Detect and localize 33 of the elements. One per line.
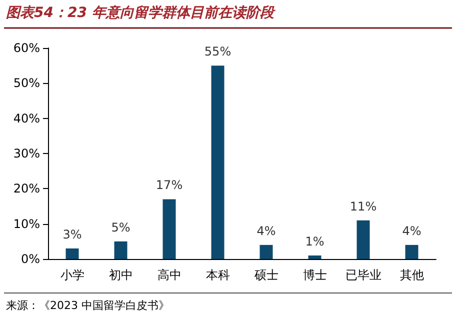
data-label: 55% (204, 44, 232, 59)
x-tick-label: 博士 (302, 268, 327, 282)
source-note: 来源：《2023 中国留学白皮书》 (6, 299, 170, 312)
x-tick-label: 小学 (60, 268, 84, 282)
bar (66, 248, 79, 259)
data-label: 4% (256, 224, 276, 238)
y-tick-label: 60% (13, 41, 40, 55)
bar (260, 244, 273, 259)
bar (405, 244, 418, 259)
x-tick-label: 硕士 (253, 268, 278, 282)
bar (356, 220, 370, 259)
data-label: 17% (156, 178, 183, 192)
y-tick-label: 20% (13, 182, 40, 196)
y-tick-label: 30% (13, 146, 40, 160)
y-tick-label: 0% (20, 252, 40, 266)
y-tick-label: 10% (13, 216, 40, 231)
bar (308, 255, 322, 259)
x-tick-label: 高中 (157, 268, 182, 282)
x-tick-label: 已毕业 (345, 268, 382, 282)
data-label: 4% (402, 224, 422, 238)
y-tick-label: 50% (13, 76, 40, 90)
bar (211, 66, 224, 259)
y-tick-label: 40% (13, 111, 40, 126)
data-label: 11% (350, 199, 377, 214)
chart-title: 图表54：23 年意向留学群体目前在读阶段 (6, 4, 276, 21)
x-tick-label: 本科 (206, 268, 230, 282)
x-tick-label: 初中 (108, 268, 133, 282)
bar (114, 241, 128, 259)
bar (162, 199, 176, 259)
data-label: 5% (111, 220, 130, 234)
data-label: 3% (62, 227, 82, 242)
x-tick-label: 其他 (400, 268, 424, 282)
data-label: 1% (305, 234, 324, 248)
